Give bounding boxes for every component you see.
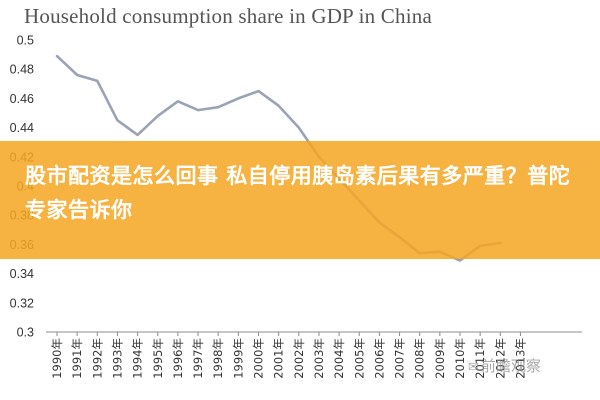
x-tick-label: 2009年	[433, 338, 447, 379]
x-tick-label: 1994年	[131, 338, 145, 379]
y-tick-label: 0.46	[10, 92, 34, 106]
overlay-banner[interactable]	[0, 141, 600, 259]
x-tick-label: 1995年	[151, 338, 165, 379]
watermark-text: 前瞻观察	[480, 357, 541, 375]
x-tick-label: 1996年	[171, 338, 185, 379]
watermark: ✉ 前瞻观察	[468, 355, 541, 376]
banner-text[interactable]: 股市配资是怎么回事 私自停用胰岛素后果有多严重？普陀专家告诉你	[25, 164, 571, 222]
x-tick-label: 1993年	[110, 338, 124, 379]
wechat-icon: ✉	[468, 360, 479, 375]
x-tick-label: 1990年	[50, 338, 64, 379]
x-tick-label: 2007年	[393, 338, 407, 379]
y-tick-label: 0.5	[17, 34, 34, 48]
x-tick-label: 2011年	[473, 338, 487, 379]
x-tick-label: 2012年	[493, 338, 507, 379]
x-tick-label: 2003年	[312, 338, 326, 379]
y-tick-label: 0.48	[10, 63, 34, 77]
x-tick-label: 1992年	[90, 338, 104, 379]
x-tick-label: 1997年	[191, 338, 205, 379]
y-tick-label: 0.32	[10, 296, 34, 310]
x-tick-label: 2010年	[453, 338, 467, 379]
x-tick-label: 2000年	[252, 338, 266, 379]
x-tick-label: 2001年	[272, 338, 286, 379]
y-tick-label: 0.34	[10, 267, 34, 281]
x-tick-label: 2005年	[352, 338, 366, 379]
x-tick-label: 2013年	[513, 338, 527, 379]
x-tick-label: 1999年	[231, 338, 245, 379]
x-axis-ticks: 1990年 1991年 1992年 1993年 1994年 1995年 1996年 1997年…	[50, 332, 527, 379]
x-tick-label: 2002年	[292, 338, 306, 379]
y-tick-label: 0.44	[10, 121, 34, 135]
x-tick-label: 1991年	[70, 338, 84, 379]
x-tick-label: 1998年	[211, 338, 225, 379]
x-tick-label: 2008年	[413, 338, 427, 379]
x-tick-label: 2004年	[332, 338, 346, 379]
chart-title: Household consumption share in GDP in Ch…	[24, 4, 432, 28]
y-tick-label: 0.3	[17, 326, 34, 340]
x-tick-label: 2006年	[372, 338, 386, 379]
